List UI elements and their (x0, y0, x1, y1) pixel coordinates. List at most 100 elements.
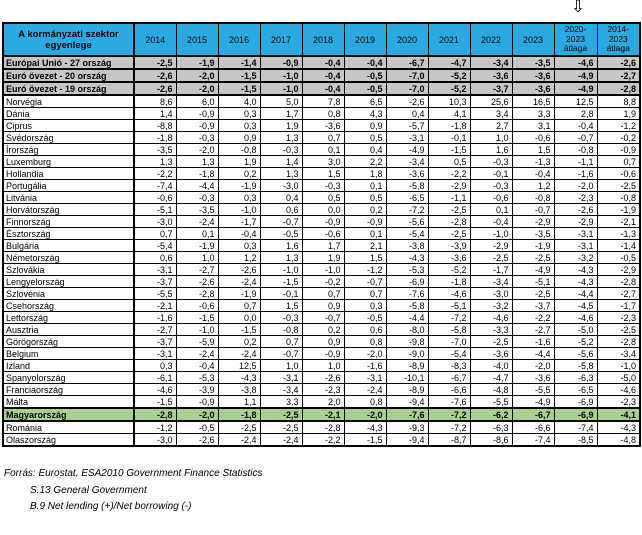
value-cell: -8,9 (385, 359, 429, 372)
value-cell: -0,9 (301, 215, 345, 228)
value-cell: -2,2 (301, 433, 345, 447)
value-cell: -4,6 (469, 311, 513, 324)
table-row: Lengyelország -3,7 -2,6 -2,4 -1,5 -0,2 -0,7 -6,… (2, 275, 641, 288)
value-cell: -1,0 (596, 359, 641, 372)
value-cell: -3,0 (133, 433, 177, 447)
table-row: Észtország 0,7 0,1 -0,4 -0,5 -0,6 0,1 -5,4 -2,5-… (2, 227, 641, 240)
table-row: Dánia 1,4 -0,9 0,3 1,7 0,8 4,3 0,4 4,1 3,4 3,3 2,8 1… (2, 107, 641, 120)
value-cell: -4,9 (553, 81, 598, 96)
value-cell: -1,5 (427, 143, 471, 156)
value-cell: -3,5 (175, 203, 219, 216)
value-cell: -3,6 (511, 68, 555, 83)
value-cell: 0,8 (343, 335, 387, 348)
value-cell: 2,0 (301, 395, 345, 409)
value-cell: -7,2 (385, 203, 429, 216)
value-cell: -4,5 (553, 299, 598, 312)
value-cell: -2,0 (175, 81, 219, 96)
value-cell: -2,4 (217, 433, 261, 447)
row-label: Magyarország (2, 407, 135, 422)
value-cell: -0,4 (217, 227, 261, 240)
value-cell: 0,9 (343, 119, 387, 132)
value-cell: -2,7 (511, 323, 555, 336)
value-cell: 1,1 (217, 395, 261, 409)
value-cell: -0,4 (469, 215, 513, 228)
row-label: Szlovákia (2, 263, 135, 276)
value-cell: -0,4 (343, 55, 387, 70)
value-cell: 3,1 (511, 119, 555, 132)
value-cell: 1,7 (259, 107, 303, 120)
value-cell: -9,4 (385, 395, 429, 409)
row-label: Lettország (2, 311, 135, 324)
value-cell: -1,5 (133, 395, 177, 409)
value-cell: -2,6 (301, 371, 345, 384)
table-row: Európai Unió - 27 ország -2,5 -1,9 -1,4 -0,9… (2, 55, 641, 70)
value-cell: -7,2 (427, 420, 471, 434)
value-cell: -0,5 (343, 81, 387, 96)
table-row: Olaszország -3,0 -2,6 -2,4 -2,4 -2,2 -1,5 -9,4-… (2, 433, 641, 447)
value-cell: -5,5 (511, 383, 555, 396)
value-cell: -7,6 (385, 287, 429, 300)
row-label: Svédország (2, 131, 135, 144)
value-cell: -2,0 (343, 347, 387, 360)
value-cell: -0,4 (301, 81, 345, 96)
table-row: Izland 0,3 -0,4 12,5 1,0 1,0 -1,6 -8,9 -8,3 -4,0-… (2, 359, 641, 372)
value-cell: -2,3 (301, 383, 345, 396)
value-cell: -3,9 (427, 239, 471, 252)
value-cell: -2,9 (596, 263, 641, 276)
value-cell: -4,4 (511, 347, 555, 360)
value-cell: 0,4 (259, 191, 303, 204)
value-cell: -3,6 (301, 119, 345, 132)
row-label: Ciprus (2, 119, 135, 132)
value-cell: -2,7 (596, 68, 641, 83)
value-cell: 0,2 (217, 167, 261, 180)
value-cell: -0,6 (511, 131, 555, 144)
value-cell: -1,7 (217, 215, 261, 228)
value-cell: -7,4 (133, 179, 177, 192)
value-cell: -2,5 (511, 251, 555, 264)
value-cell: -3,1 (385, 131, 429, 144)
value-cell: 1,0 (469, 131, 513, 144)
value-cell: -5,1 (511, 275, 555, 288)
value-cell: -2,7 (596, 287, 641, 300)
value-cell: 0,5 (427, 155, 471, 168)
source-line-3: B.9 Net lending (+)/Net borrowing (-) (30, 501, 192, 512)
value-cell: -3,4 (469, 55, 513, 70)
value-cell: -5,3 (175, 371, 219, 384)
value-cell: 4,3 (343, 107, 387, 120)
row-label: Németország (2, 251, 135, 264)
value-cell: 0,3 (217, 119, 261, 132)
row-label: Írország (2, 143, 135, 156)
value-cell: -2,8 (133, 407, 177, 422)
table-row: Írország -3,5 -2,0 -0,8 -0,3 0,1 0,4 -4,9 -1,5 1,… (2, 143, 641, 156)
value-cell: -1,2 (133, 420, 177, 434)
value-cell: 0,3 (217, 191, 261, 204)
value-cell: -4,3 (596, 420, 641, 434)
value-cell: -3,0 (133, 215, 177, 228)
table-row: Lettország -1,6 -1,5 0,0 -0,3 -0,7 -0,5 -4,4 -7,… (2, 311, 641, 324)
value-cell: -0,8 (217, 143, 261, 156)
value-cell: 0,0 (217, 311, 261, 324)
value-cell: 6,0 (175, 94, 219, 108)
value-cell: -2,8 (427, 215, 471, 228)
source-line-2: S.13 General Government (30, 484, 147, 496)
value-cell: -5,8 (553, 359, 598, 372)
value-cell: 2,2 (343, 155, 387, 168)
value-cell: -0,1 (259, 287, 303, 300)
value-cell: -2,5 (427, 227, 471, 240)
value-cell: -9,0 (385, 347, 429, 360)
value-cell: 5,0 (259, 94, 303, 108)
value-cell: 1,0 (175, 251, 219, 264)
row-label: Litvánia (2, 191, 135, 204)
value-cell: 1,3 (175, 155, 219, 168)
value-cell: 0,6 (133, 251, 177, 264)
value-cell: -5,2 (427, 81, 471, 96)
value-cell: -4,4 (553, 287, 598, 300)
value-cell: -0,3 (469, 179, 513, 192)
value-cell: -0,3 (259, 311, 303, 324)
value-cell: -3,7 (469, 81, 513, 96)
value-cell: -1,6 (553, 167, 598, 180)
value-cell: -1,0 (301, 263, 345, 276)
year-column-header: 2022 (469, 22, 513, 57)
value-cell: 3,0 (301, 155, 345, 168)
value-cell: -2,5 (427, 203, 471, 216)
